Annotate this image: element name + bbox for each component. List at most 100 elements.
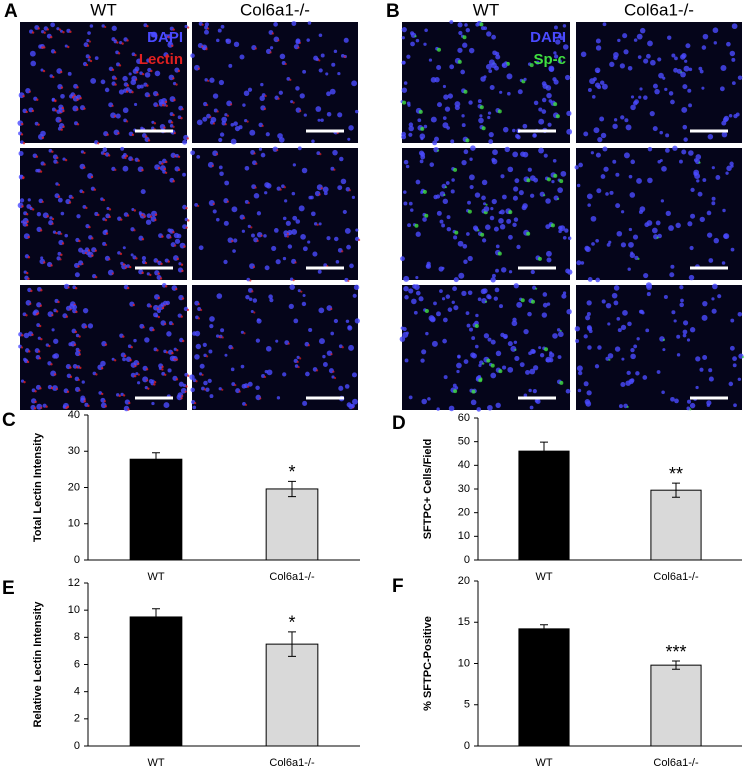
nucleus — [545, 250, 552, 257]
bar — [518, 450, 570, 561]
error-bar — [288, 480, 296, 498]
nucleus — [696, 179, 700, 183]
stain-signal — [21, 122, 24, 126]
nucleus — [673, 67, 678, 73]
stain-signal — [161, 306, 165, 310]
stain-signal — [181, 297, 185, 300]
nucleus — [586, 311, 591, 316]
stain-signal — [62, 109, 65, 113]
nucleus — [401, 27, 407, 33]
nucleus — [101, 24, 105, 28]
nucleus — [539, 353, 545, 358]
stain-signal — [297, 46, 300, 49]
nucleus — [711, 166, 715, 170]
nucleus — [322, 186, 329, 193]
y-tick-label: 10 — [68, 518, 80, 530]
stain-signal — [141, 237, 145, 241]
stain-signal — [131, 133, 135, 137]
nucleus — [715, 175, 721, 180]
nucleus — [253, 193, 260, 199]
stain-signal — [526, 178, 531, 183]
stain-signal — [102, 198, 106, 202]
error-bar — [672, 482, 680, 498]
stain-signal — [463, 89, 468, 94]
nucleus — [318, 222, 322, 226]
nucleus — [144, 72, 151, 78]
nucleus — [654, 88, 660, 95]
stain-signal — [318, 193, 321, 196]
nucleus — [697, 191, 703, 197]
stain-signal — [83, 107, 86, 110]
stain-signal — [163, 373, 167, 376]
nucleus — [542, 292, 548, 297]
nucleus — [332, 149, 338, 156]
stain-signal — [120, 218, 123, 221]
nucleus — [466, 323, 471, 328]
nucleus — [402, 60, 406, 65]
stain-signal — [55, 310, 59, 313]
nucleus — [297, 289, 301, 293]
nucleus — [111, 357, 115, 361]
y-tick-label: 40 — [458, 459, 470, 471]
stain-signal — [85, 63, 89, 67]
stain-signal — [28, 350, 31, 353]
stain-signal — [43, 31, 46, 34]
nucleus — [442, 116, 447, 120]
stain-signal — [123, 354, 127, 358]
nucleus — [427, 397, 431, 401]
nucleus — [310, 211, 316, 217]
nucleus — [488, 132, 494, 138]
nucleus — [415, 231, 421, 237]
nucleus — [168, 41, 172, 45]
nucleus — [564, 74, 571, 81]
stain-signal — [143, 215, 146, 218]
nucleus — [675, 222, 681, 229]
nucleus — [60, 93, 65, 99]
stain-signal — [212, 202, 215, 206]
nucleus — [89, 24, 94, 28]
nucleus — [527, 311, 532, 317]
stain-signal — [161, 365, 164, 369]
nucleus — [122, 165, 129, 172]
stain-signal — [155, 34, 158, 37]
nucleus — [491, 158, 498, 165]
nucleus — [586, 300, 592, 306]
stain-signal — [78, 353, 81, 356]
nucleus — [702, 33, 709, 40]
stain-signal — [247, 385, 250, 388]
stain-signal — [171, 351, 174, 355]
stain-signal — [22, 95, 25, 98]
column-label: WT — [90, 0, 116, 19]
nucleus — [442, 317, 448, 323]
stain-signal — [175, 378, 179, 381]
nucleus — [355, 228, 359, 232]
stain-signal — [79, 366, 82, 370]
nucleus — [495, 51, 500, 56]
stain-signal — [126, 286, 130, 290]
stain-signal — [95, 373, 98, 376]
nucleus — [594, 67, 601, 74]
nucleus — [688, 274, 695, 281]
stain-signal — [133, 209, 137, 212]
stain-signal — [175, 287, 178, 291]
nucleus — [337, 71, 341, 76]
nucleus — [218, 79, 225, 86]
nucleus — [552, 77, 557, 82]
error-bar — [152, 608, 160, 626]
stain-signal — [177, 155, 181, 158]
stain-signal — [271, 32, 274, 35]
stain-signal — [106, 133, 109, 136]
nucleus — [323, 191, 328, 196]
nucleus — [292, 215, 298, 221]
stain-signal — [27, 277, 30, 280]
nucleus — [475, 313, 479, 318]
stain-signal — [57, 183, 61, 187]
nucleus — [307, 240, 311, 244]
nucleus — [615, 172, 620, 177]
stain-signal — [66, 390, 70, 393]
y-tick-label: 8 — [74, 631, 80, 643]
nucleus — [701, 86, 705, 90]
nucleus — [399, 336, 406, 342]
nucleus — [602, 22, 607, 27]
nucleus — [661, 166, 667, 172]
